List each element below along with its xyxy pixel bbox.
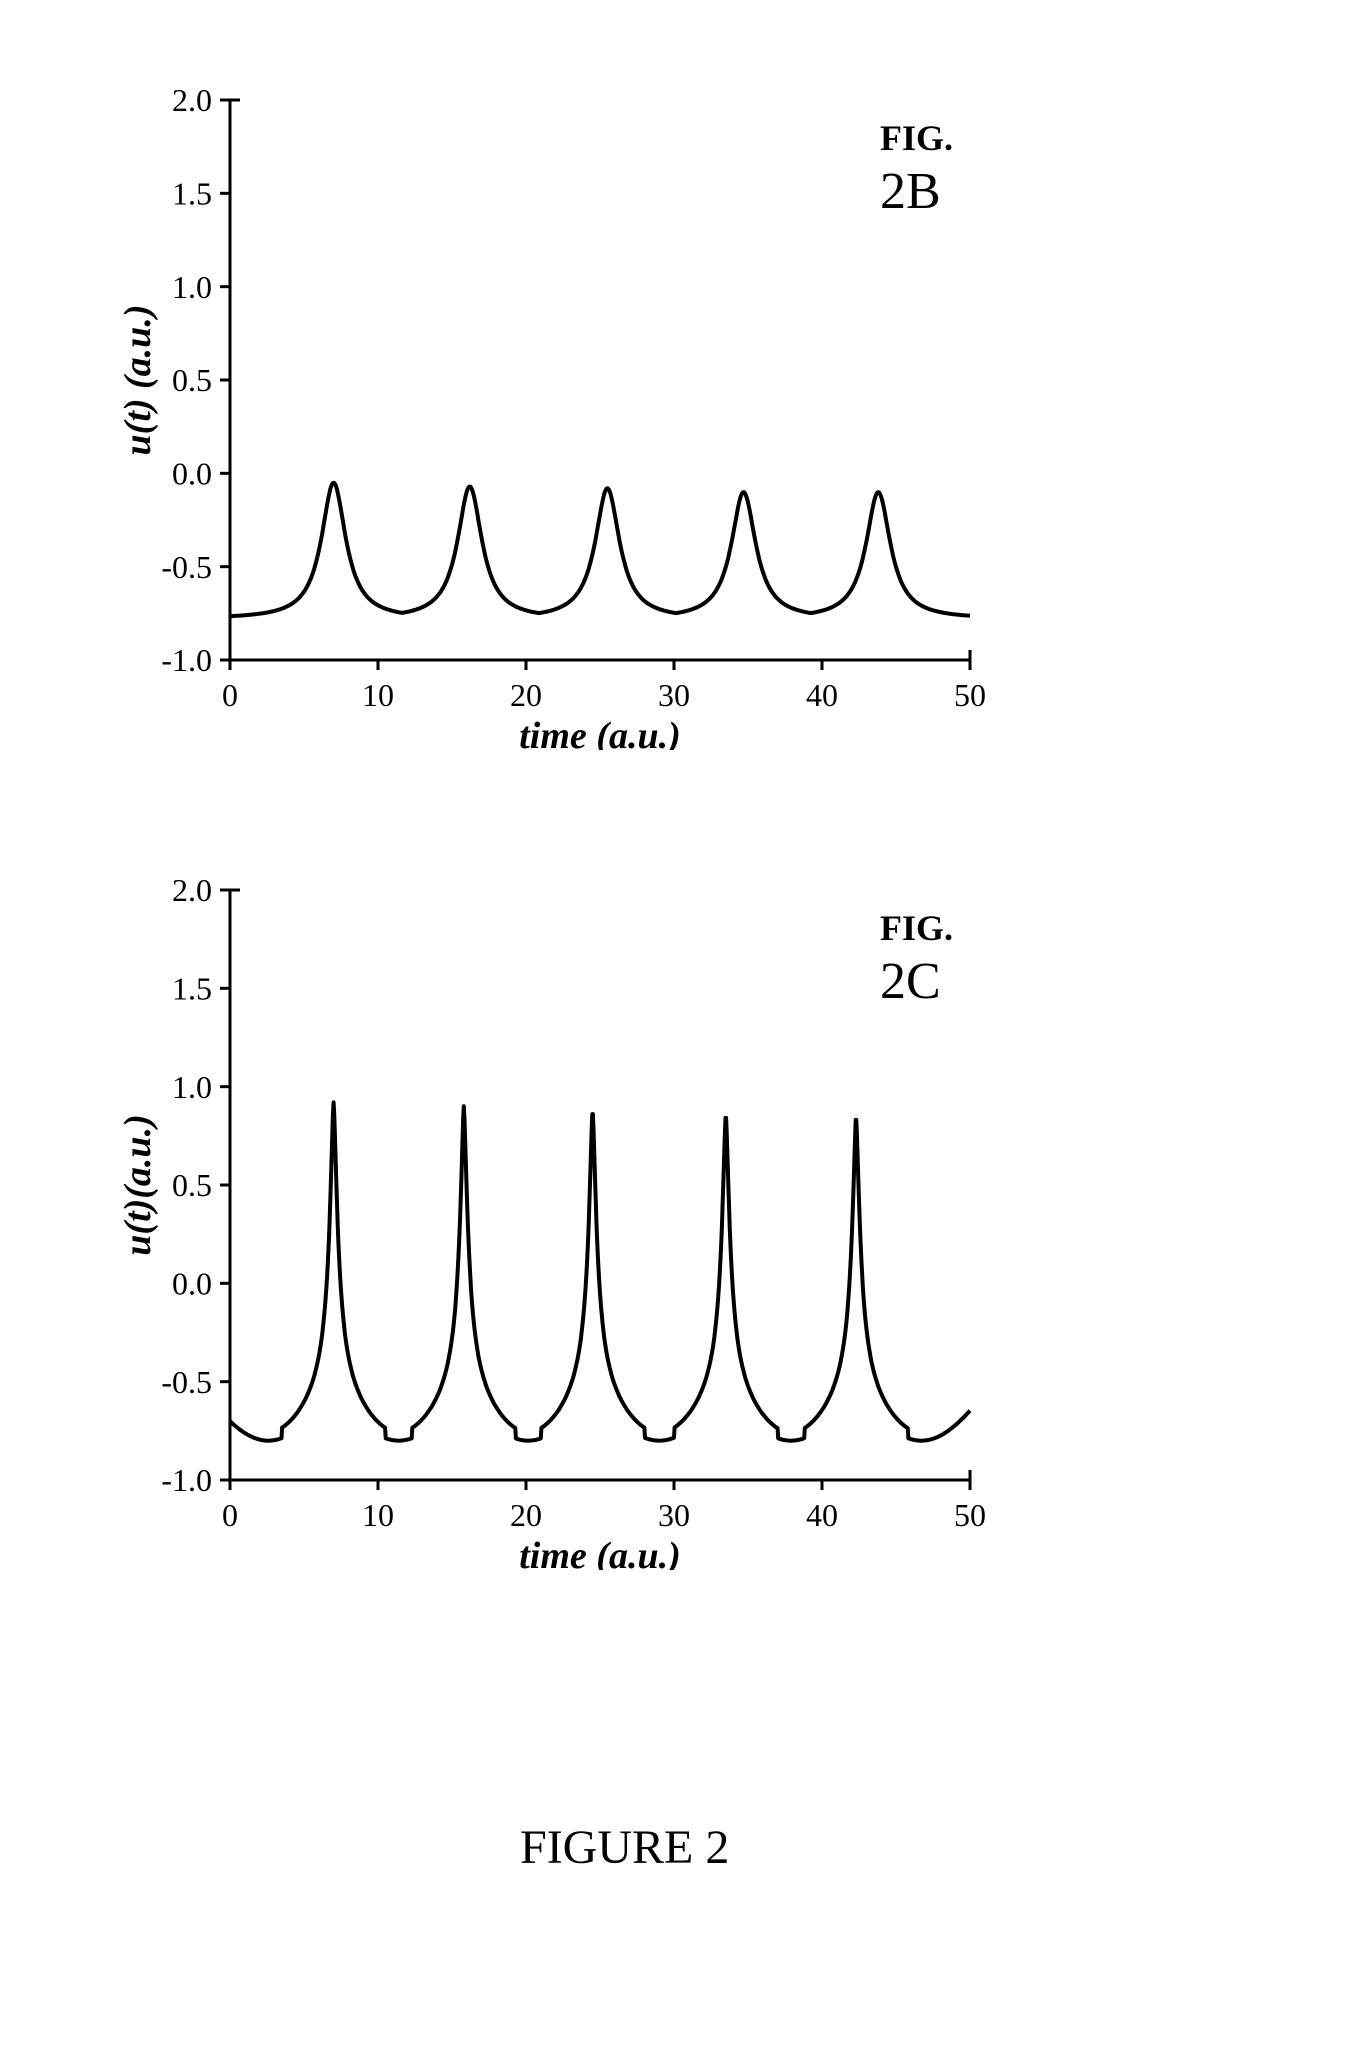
y-axis-label: u(t) (a.u.) <box>120 305 159 456</box>
subfigure-label-line1: FIG. <box>880 908 953 948</box>
svg-text:0.0: 0.0 <box>172 456 212 492</box>
data-curve <box>230 1102 970 1440</box>
svg-text:0.5: 0.5 <box>172 362 212 398</box>
svg-text:30: 30 <box>658 677 690 713</box>
subfigure-label-line2: 2C <box>880 953 941 1010</box>
svg-text:10: 10 <box>362 677 394 713</box>
page-root: -1.0 -0.5 0.0 0.5 1.0 1.5 2.0 0 10 20 30 40 50 time (… <box>0 0 1368 2045</box>
svg-text:1.0: 1.0 <box>172 1069 212 1105</box>
svg-text:40: 40 <box>806 677 838 713</box>
svg-text:10: 10 <box>362 1497 394 1533</box>
x-axis-label: time (a.u.) <box>519 715 680 750</box>
svg-text:-0.5: -0.5 <box>161 1364 212 1400</box>
svg-text:2.0: 2.0 <box>172 82 212 118</box>
svg-text:0.5: 0.5 <box>172 1167 212 1203</box>
subfigure-label-line2: 2B <box>880 163 941 220</box>
svg-text:-1.0: -1.0 <box>161 1462 212 1498</box>
svg-text:1.5: 1.5 <box>172 176 212 212</box>
svg-text:50: 50 <box>954 677 986 713</box>
data-curve <box>230 483 970 616</box>
chart-2b: -1.0 -0.5 0.0 0.5 1.0 1.5 2.0 0 10 20 30 40 50 time (… <box>120 80 990 750</box>
figure-caption: FIGURE 2 <box>520 1820 729 1875</box>
svg-text:30: 30 <box>658 1497 690 1533</box>
x-axis-label: time (a.u.) <box>519 1535 680 1570</box>
svg-text:-1.0: -1.0 <box>161 642 212 678</box>
svg-text:-0.5: -0.5 <box>161 549 212 585</box>
svg-text:20: 20 <box>510 677 542 713</box>
svg-text:2.0: 2.0 <box>172 872 212 908</box>
subfigure-label-line1: FIG. <box>880 118 953 158</box>
svg-text:0.0: 0.0 <box>172 1266 212 1302</box>
svg-text:0: 0 <box>222 677 238 713</box>
svg-text:50: 50 <box>954 1497 986 1533</box>
y-axis-label: u(t)(a.u.) <box>120 1114 159 1255</box>
svg-text:20: 20 <box>510 1497 542 1533</box>
svg-text:1.0: 1.0 <box>172 269 212 305</box>
svg-text:1.5: 1.5 <box>172 971 212 1007</box>
svg-text:40: 40 <box>806 1497 838 1533</box>
svg-text:0: 0 <box>222 1497 238 1533</box>
chart-2c: -1.0 -0.5 0.0 0.5 1.0 1.5 2.0 0 10 20 30 40 50 time (… <box>120 870 990 1570</box>
